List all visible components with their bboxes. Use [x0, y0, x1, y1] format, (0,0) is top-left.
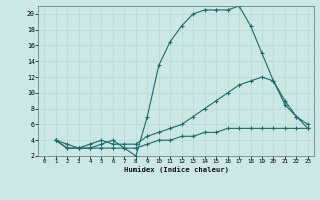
X-axis label: Humidex (Indice chaleur): Humidex (Indice chaleur) — [124, 167, 228, 173]
